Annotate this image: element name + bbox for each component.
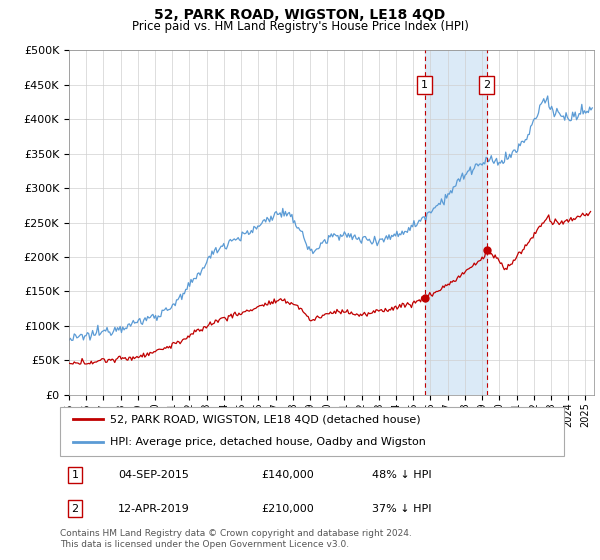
- Text: 52, PARK ROAD, WIGSTON, LE18 4QD (detached house): 52, PARK ROAD, WIGSTON, LE18 4QD (detach…: [110, 414, 421, 424]
- Text: £140,000: £140,000: [262, 470, 314, 480]
- Text: 2: 2: [71, 503, 79, 514]
- Text: £210,000: £210,000: [262, 503, 314, 514]
- Text: 52, PARK ROAD, WIGSTON, LE18 4QD: 52, PARK ROAD, WIGSTON, LE18 4QD: [154, 8, 446, 22]
- Text: 1: 1: [71, 470, 79, 480]
- Text: Contains HM Land Registry data © Crown copyright and database right 2024.
This d: Contains HM Land Registry data © Crown c…: [60, 529, 412, 549]
- Text: 04-SEP-2015: 04-SEP-2015: [118, 470, 189, 480]
- FancyBboxPatch shape: [60, 407, 564, 456]
- Text: Price paid vs. HM Land Registry's House Price Index (HPI): Price paid vs. HM Land Registry's House …: [131, 20, 469, 32]
- Text: 12-APR-2019: 12-APR-2019: [118, 503, 190, 514]
- Text: HPI: Average price, detached house, Oadby and Wigston: HPI: Average price, detached house, Oadb…: [110, 437, 426, 447]
- Bar: [425, 50, 487, 395]
- Text: 1: 1: [421, 80, 428, 90]
- Text: 2: 2: [484, 80, 490, 90]
- Text: 37% ↓ HPI: 37% ↓ HPI: [373, 503, 432, 514]
- Text: 48% ↓ HPI: 48% ↓ HPI: [373, 470, 432, 480]
